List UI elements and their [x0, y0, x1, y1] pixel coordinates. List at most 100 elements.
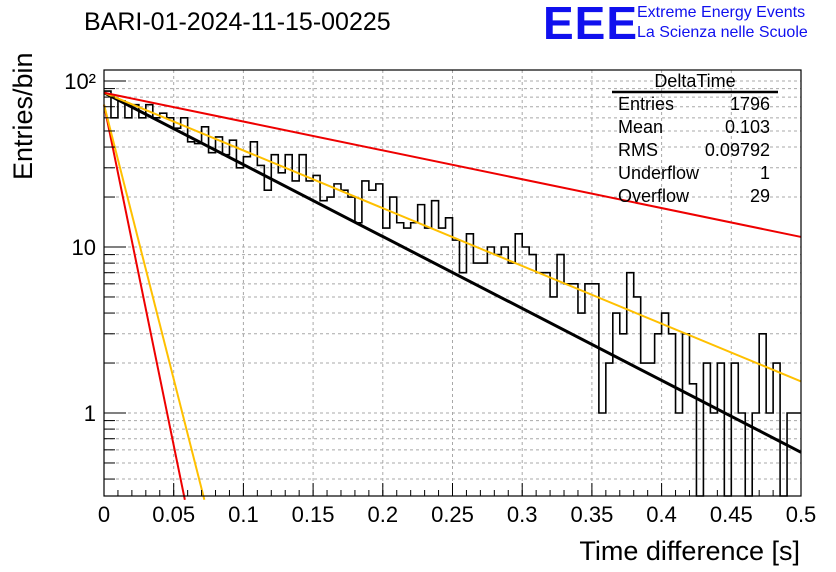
histogram-bin — [564, 284, 571, 496]
histogram-bin — [453, 240, 460, 496]
grid — [104, 70, 801, 496]
stats-label: Overflow — [618, 186, 690, 206]
y-tick-label: 10² — [64, 69, 96, 94]
reference-curve — [103, 104, 186, 500]
histogram-bin — [306, 181, 313, 496]
reference-curve — [103, 91, 802, 383]
x-axis-label: Time difference [s] — [579, 536, 800, 566]
histogram — [104, 90, 801, 497]
histogram-bin — [195, 144, 202, 496]
stats-label: RMS — [618, 140, 658, 160]
histogram-bin — [717, 363, 724, 496]
reference-curve — [103, 91, 802, 238]
histogram-bin — [418, 205, 425, 496]
histogram-bin — [473, 263, 480, 496]
histogram-bin — [557, 255, 564, 496]
histogram-bin — [425, 228, 432, 496]
histogram-bin — [222, 155, 229, 496]
histogram-bin — [250, 142, 257, 496]
x-tick-label: 0.15 — [292, 502, 335, 527]
histogram-bin — [738, 413, 745, 496]
stats-label: Underflow — [618, 163, 700, 183]
histogram-bin — [676, 413, 683, 496]
stats-value: 1796 — [730, 94, 770, 114]
histogram-bin — [592, 284, 599, 496]
histogram-bin — [529, 255, 536, 496]
histogram-bin — [125, 118, 132, 496]
reference-curve — [103, 104, 206, 501]
histogram-bin — [710, 413, 717, 496]
stats-name: DeltaTime — [654, 71, 735, 91]
chart-title: BARI-01-2024-11-15-00225 — [84, 8, 391, 36]
x-tick-label: 0.1 — [228, 502, 259, 527]
histogram-bin — [487, 247, 494, 496]
histogram-bin — [669, 334, 676, 496]
histogram-bin — [104, 91, 111, 496]
x-tick-label: 0.5 — [786, 502, 817, 527]
histogram-bin — [459, 273, 466, 496]
histogram-bin — [257, 165, 264, 496]
histogram-bin — [146, 105, 153, 496]
exponential-fit-line — [103, 91, 802, 454]
histogram-bin — [202, 127, 209, 496]
histogram-bin — [216, 137, 223, 496]
stats-value: 0.09792 — [705, 140, 770, 160]
histogram-bin — [662, 313, 669, 496]
histogram-bin — [648, 363, 655, 496]
histogram-bin — [571, 284, 578, 496]
stats-label: Mean — [618, 117, 663, 137]
histogram-bin — [236, 168, 243, 496]
x-tick-label: 0.4 — [646, 502, 677, 527]
x-tick-label: 0.3 — [507, 502, 538, 527]
x-tick-label: 0.25 — [431, 502, 474, 527]
histogram-bin — [174, 128, 181, 496]
histogram-bin — [278, 173, 285, 496]
histogram-bin — [508, 263, 515, 496]
histogram-bin — [188, 142, 195, 496]
histogram-bin — [634, 297, 641, 496]
logo-caption-line1: Extreme Energy Events — [637, 4, 806, 21]
histogram-bin — [641, 363, 648, 496]
histogram-bin — [689, 384, 696, 496]
histogram-bin — [606, 363, 613, 496]
histogram-bin — [397, 223, 404, 496]
y-axis-label: Entries/bin — [8, 52, 38, 180]
stats-label: Entries — [618, 94, 674, 114]
histogram-bin — [446, 218, 453, 496]
stats-value: 29 — [750, 186, 770, 206]
histogram-bin — [313, 175, 320, 496]
eee-logo: EEE — [543, 0, 639, 49]
histogram-bin — [480, 263, 487, 496]
histogram-bin — [341, 190, 348, 496]
logo-caption-line2: La Scienza nelle Scuole — [637, 24, 808, 41]
histogram-bin — [655, 334, 662, 496]
histogram-bin — [494, 255, 501, 496]
histogram-bin — [787, 413, 794, 496]
fit-curves — [103, 91, 802, 501]
histogram-bin — [585, 284, 592, 496]
histogram-bin — [703, 363, 710, 496]
x-tick-label: 0 — [98, 502, 110, 527]
histogram-bin — [613, 313, 620, 496]
stats-box: DeltaTime Entries 1796 Mean 0.103 RMS 0.09792… — [612, 71, 778, 206]
histogram-bin — [320, 201, 327, 496]
histogram-bin — [369, 190, 376, 496]
histogram-bin — [132, 105, 139, 496]
histogram-bin — [536, 273, 543, 496]
histogram-bin — [411, 223, 418, 496]
histogram-outline — [104, 90, 801, 497]
histogram-bin — [773, 363, 780, 496]
histogram-bin — [209, 153, 216, 496]
histogram-bin — [759, 334, 766, 496]
histogram-bin — [522, 247, 529, 496]
y-axis: 1 10 10² — [64, 69, 126, 480]
histogram-bin — [334, 184, 341, 496]
histogram-bin — [794, 413, 801, 496]
histogram-bin — [299, 155, 306, 496]
y-tick-label: 10 — [72, 235, 96, 260]
histogram-bin — [285, 155, 292, 496]
histogram-bin — [111, 118, 118, 496]
histogram-bin — [355, 223, 362, 496]
y-tick-label: 1 — [84, 401, 96, 426]
